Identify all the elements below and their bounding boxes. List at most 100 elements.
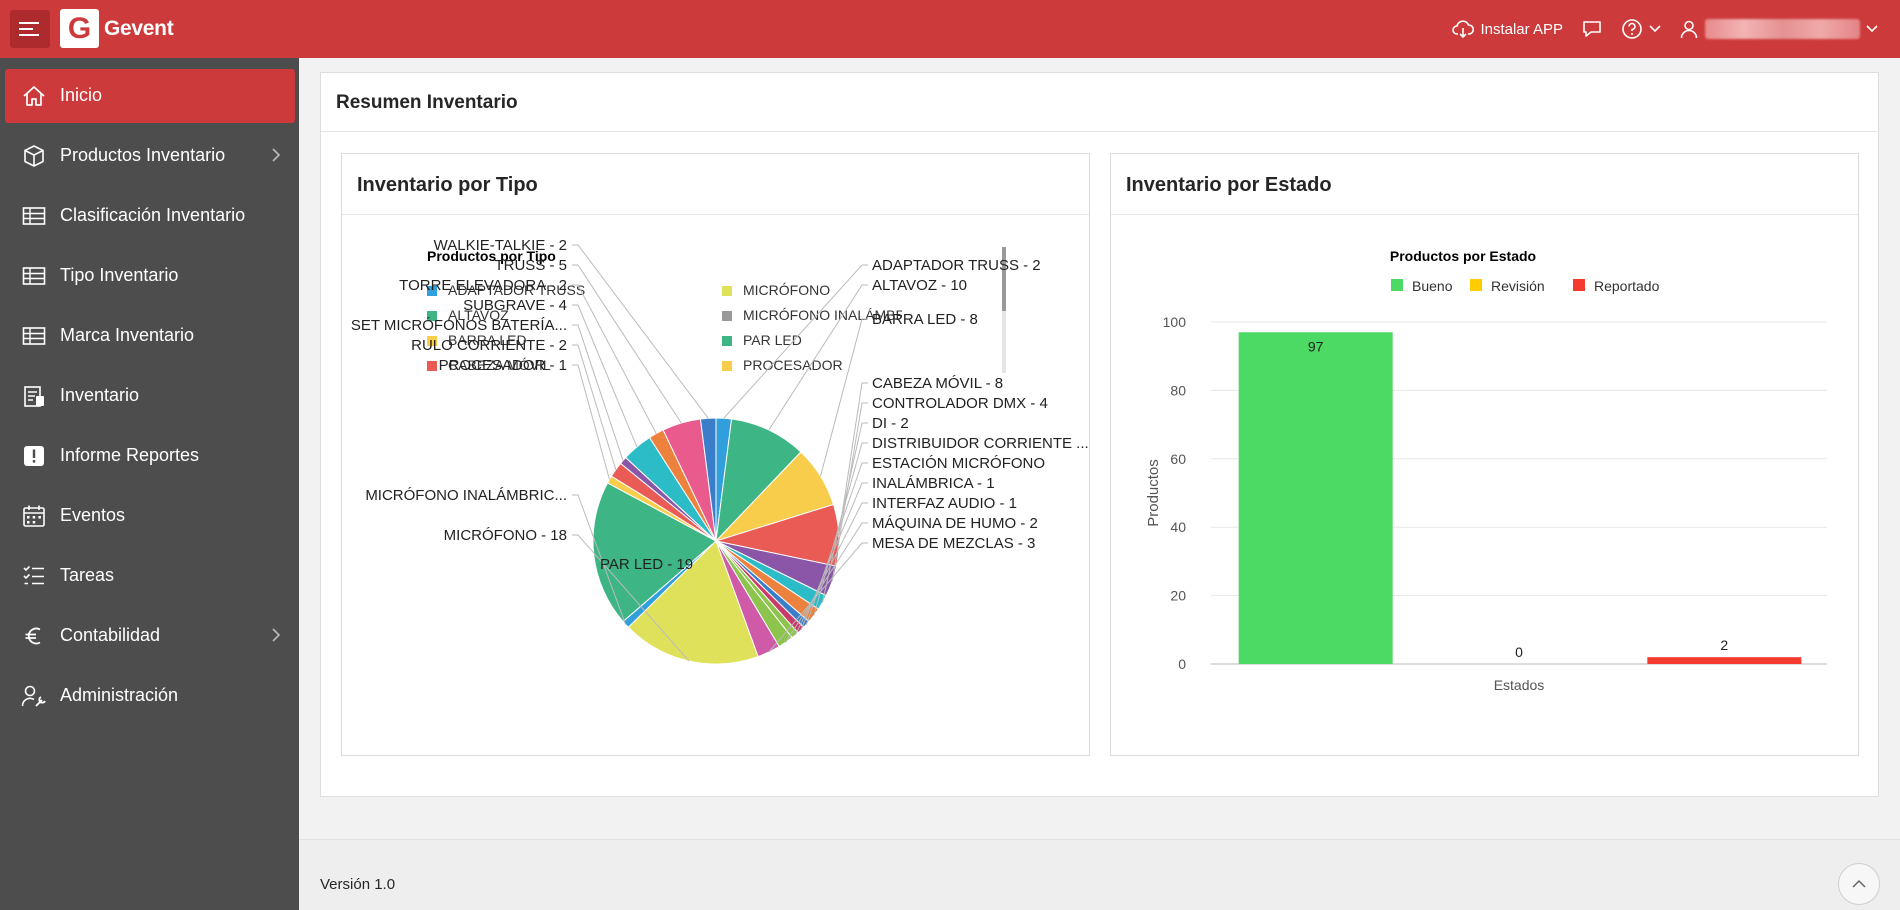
bar-chart-title: Productos por Estado <box>1390 248 1536 264</box>
pie-leader-line <box>572 244 709 419</box>
y-tick-label: 80 <box>1170 382 1186 398</box>
pie-leader-line <box>794 502 868 636</box>
calendar-icon <box>21 504 47 528</box>
legend-swatch <box>427 361 437 371</box>
legend-label: ALTAVOZ <box>448 307 509 323</box>
pie-chart[interactable]: Productos por Tipo ADAPTADOR TRUSS MICRÓFO… <box>342 215 1089 755</box>
bar <box>1238 332 1393 664</box>
sidebar-item-eventos[interactable]: Eventos <box>5 489 295 543</box>
cloud-download-icon <box>1452 20 1475 39</box>
legend-label: CABEZA MÓVIL <box>448 357 551 373</box>
pie-leader-line <box>572 344 617 470</box>
pie-slice-label: INTERFAZ AUDIO - 1 <box>872 495 1017 512</box>
table-icon <box>21 324 47 348</box>
sidebar-item-tareas[interactable]: Tareas <box>5 549 295 603</box>
pie-leader-line <box>572 534 690 662</box>
tasks-icon <box>21 564 47 588</box>
legend-label: CONTROLADOR DMX <box>448 382 593 398</box>
sidebar-item-label: Productos Inventario <box>60 145 226 165</box>
pie-slice-label: RULO CORRIENTE - 2 <box>411 337 567 354</box>
pie-leader-line <box>572 324 624 461</box>
pie-leader-line <box>820 318 868 477</box>
user-menu-button[interactable] <box>1679 19 1878 39</box>
version-label: Versión 1.0 <box>320 876 396 893</box>
legend-swatch <box>427 336 437 346</box>
page-footer: Versión 1.0 <box>299 839 1900 910</box>
pie-slice-label: SUBGRAVE - 4 <box>463 297 567 314</box>
sidebar-item-administracion[interactable]: Administración <box>5 669 295 723</box>
sidebar-item-label: Contabilidad <box>60 625 161 645</box>
pie-slice-label: BARRA LED - 8 <box>872 311 978 328</box>
pie-slice-label: CONTROLADOR DMX - 4 <box>872 395 1048 412</box>
x-axis-label: Estados <box>1494 677 1545 693</box>
pie-leader-line <box>572 264 682 424</box>
chevron-down-icon <box>1866 25 1878 33</box>
legend-label: PAR LED <box>743 332 802 348</box>
pie-leader-line <box>768 284 868 431</box>
legend-swatch <box>427 311 437 321</box>
pie-slice-label: PROCESADOR - 1 <box>439 357 567 374</box>
legend-swatch <box>722 336 732 346</box>
bar-chart[interactable]: Productos por Estado Bueno Revisión Reporta… <box>1111 215 1858 755</box>
legend-label: PROCESADOR <box>743 357 843 373</box>
sidebar-item-label: Inventario <box>60 385 140 405</box>
legend-swatch <box>1391 279 1403 291</box>
pie-slice-label: DISTRIBUIDOR CORRIENTE ... <box>872 435 1089 452</box>
pie-slice <box>715 418 802 543</box>
sidebar-item-label: Informe Reportes <box>60 445 200 465</box>
bar <box>1647 657 1802 664</box>
legend-swatch <box>1470 279 1482 291</box>
alert-icon <box>21 444 47 468</box>
pie-slice-label: MÁQUINA DE HUMO - 2 <box>872 515 1038 532</box>
feedback-button[interactable] <box>1581 19 1603 39</box>
sidebar-item-clasificacion-inventario[interactable]: Clasificación Inventario <box>5 189 295 243</box>
sidebar-item-label: Marca Inventario <box>60 325 195 345</box>
box-icon <box>21 144 47 168</box>
sidebar-item-contabilidad[interactable]: Contabilidad <box>5 609 295 663</box>
pie-leader-line <box>805 462 868 625</box>
sidebar-item-label: Clasificación Inventario <box>60 205 246 225</box>
legend-label: ADAPTADOR TRUSS <box>448 282 585 298</box>
y-axis-label: Productos <box>1145 459 1162 527</box>
scroll-top-button[interactable] <box>1838 863 1880 905</box>
pie-leader-line <box>572 304 638 447</box>
bar-value-label: 2 <box>1720 637 1728 653</box>
pie-card-title: Inventario por Tipo <box>342 154 1089 215</box>
help-menu-button[interactable] <box>1621 18 1661 40</box>
menu-toggle-button[interactable] <box>10 10 50 48</box>
home-icon <box>21 84 47 108</box>
pie-leader-line <box>572 364 610 480</box>
sidebar-item-marca-inventario[interactable]: Marca Inventario <box>5 309 295 363</box>
table-icon <box>21 264 47 288</box>
main-content: Resumen Inventario Inventario por Tipo P… <box>299 58 1900 839</box>
chevron-right-icon <box>272 148 281 162</box>
install-app-button[interactable]: Instalar APP <box>1452 19 1563 39</box>
sidebar-item-inventario[interactable]: Inventario <box>5 369 295 423</box>
pie-leader-line <box>572 284 657 434</box>
legend-label: Reportado <box>1594 278 1660 294</box>
y-tick-label: 0 <box>1178 656 1186 672</box>
pie-slice-label: DI - 2 <box>872 415 909 432</box>
bar-value-label: 97 <box>1308 338 1324 354</box>
sidebar-item-informe-reportes[interactable]: Informe Reportes <box>5 429 295 483</box>
pie-slice-label: ADAPTADOR TRUSS - 2 <box>872 257 1041 274</box>
pie-slices <box>592 417 840 665</box>
sidebar-item-productos-inventario[interactable]: Productos Inventario <box>5 129 295 183</box>
pie-inner-label: PAR LED - 19 <box>600 556 693 573</box>
sidebar-item-inicio[interactable]: Inicio <box>5 69 295 123</box>
sidebar-item-label: Inicio <box>60 85 103 105</box>
table-icon <box>21 204 47 228</box>
pie-slice-label: ESTACIÓN MICRÓFONO <box>872 455 1045 472</box>
app-logo[interactable]: G <box>60 9 99 48</box>
app-title[interactable]: Gevent <box>104 17 174 40</box>
pie-slice-label: INALÁMBRICA - 1 <box>872 475 995 492</box>
legend-swatch <box>1573 279 1585 291</box>
bar-card-title: Inventario por Estado <box>1111 154 1858 215</box>
sidebar-item-tipo-inventario[interactable]: Tipo Inventario <box>5 249 295 303</box>
pie-leader-line <box>813 442 868 616</box>
pie-leader-line <box>838 382 868 536</box>
pie-slice <box>699 417 717 542</box>
pie-slice-label: TRUSS - 5 <box>494 257 567 274</box>
legend-label: Bueno <box>1412 278 1453 294</box>
sidebar-item-label: Eventos <box>60 505 126 525</box>
